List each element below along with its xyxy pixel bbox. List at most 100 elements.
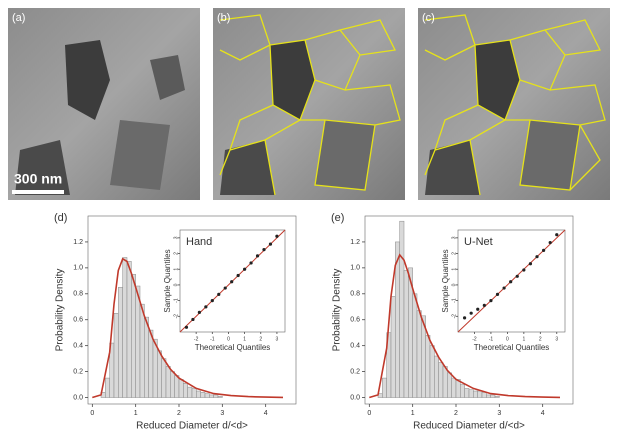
qq-point bbox=[249, 261, 253, 265]
y-tick-label: -1 bbox=[451, 298, 457, 303]
qq-point bbox=[223, 286, 227, 290]
x-tick-label: 1 bbox=[243, 336, 246, 342]
y-tick-label: 1 bbox=[173, 268, 179, 271]
x-tick-label: -1 bbox=[210, 336, 215, 342]
bar bbox=[481, 392, 487, 398]
y-tick-label: 0.6 bbox=[350, 317, 360, 324]
bar bbox=[213, 394, 219, 398]
bar bbox=[403, 270, 409, 398]
x-tick-label: 2 bbox=[177, 410, 181, 417]
bar bbox=[429, 345, 435, 398]
y-tick-label: 0.4 bbox=[350, 342, 360, 349]
bar bbox=[118, 287, 123, 398]
x-tick-label: 0 bbox=[506, 336, 509, 342]
bar bbox=[464, 388, 470, 398]
fit-curve bbox=[92, 257, 284, 399]
y-axis-label: Probability Density bbox=[332, 269, 343, 352]
bar bbox=[178, 379, 184, 398]
inset-x-label: Theoretical Quantiles bbox=[195, 343, 271, 352]
qq-point bbox=[268, 242, 273, 246]
panel-label: (c) bbox=[422, 12, 435, 24]
bar bbox=[144, 316, 149, 398]
qq-point bbox=[555, 233, 559, 237]
panel-label: (e) bbox=[331, 212, 344, 224]
bar bbox=[161, 358, 167, 398]
bar bbox=[390, 296, 396, 398]
bar bbox=[126, 261, 132, 398]
y-tick-label: 0.6 bbox=[73, 317, 83, 324]
qq-point bbox=[535, 255, 539, 259]
qq-point bbox=[509, 280, 513, 284]
plot-frame bbox=[87, 215, 297, 405]
bar bbox=[460, 384, 465, 398]
plot-frame bbox=[364, 215, 574, 405]
x-tick-label: 1 bbox=[134, 410, 138, 417]
y-tick-label: 0.0 bbox=[350, 394, 360, 401]
x-tick-label: -2 bbox=[194, 336, 199, 342]
x-axis-label: Reduced Diameter d/<d> bbox=[413, 421, 525, 432]
y-tick-label: 3 bbox=[173, 236, 179, 239]
bar bbox=[105, 377, 110, 398]
x-tick-label: 3 bbox=[220, 410, 224, 417]
bar bbox=[131, 274, 136, 398]
bar bbox=[217, 395, 223, 398]
y-axis-label: Probability Density bbox=[55, 269, 66, 352]
inset-y-label: Sample Quantiles bbox=[163, 249, 172, 312]
bar bbox=[490, 394, 496, 398]
micrograph-c bbox=[418, 8, 610, 200]
bar bbox=[170, 371, 175, 398]
x-tick-label: 2 bbox=[454, 410, 458, 417]
x-tick-label: 1 bbox=[411, 410, 415, 417]
x-tick-label: 3 bbox=[555, 336, 558, 342]
qq-point bbox=[262, 248, 266, 252]
bar bbox=[148, 329, 154, 398]
x-tick-label: -1 bbox=[489, 336, 494, 342]
y-tick-label: 3 bbox=[451, 236, 457, 239]
qq-point bbox=[528, 262, 533, 266]
bar bbox=[442, 366, 448, 398]
bar bbox=[425, 335, 431, 398]
panel-label: (b) bbox=[217, 12, 230, 24]
bar bbox=[434, 355, 439, 398]
y-tick-label: -2 bbox=[173, 314, 179, 319]
qq-point bbox=[243, 267, 247, 271]
y-tick-label: 2 bbox=[451, 252, 457, 255]
bar bbox=[468, 389, 474, 398]
bar bbox=[174, 375, 180, 398]
qq-point bbox=[515, 274, 519, 278]
qq-point bbox=[255, 254, 260, 258]
x-tick-label: 0 bbox=[227, 336, 230, 342]
bar bbox=[200, 392, 206, 398]
micrograph-b bbox=[213, 8, 405, 200]
bar bbox=[187, 386, 193, 398]
inset-title: U-Net bbox=[464, 236, 493, 248]
qq-point bbox=[542, 248, 546, 252]
y-tick-label: 1 bbox=[451, 268, 457, 271]
bar bbox=[416, 310, 422, 398]
bar bbox=[451, 377, 457, 398]
qq-point bbox=[548, 240, 552, 245]
bar bbox=[494, 395, 500, 398]
qq-point bbox=[236, 273, 240, 278]
y-tick-label: 0 bbox=[173, 283, 179, 286]
x-tick-label: 4 bbox=[541, 410, 545, 417]
qq-point bbox=[522, 268, 526, 272]
qq-point bbox=[502, 286, 506, 290]
qq-point bbox=[217, 292, 221, 296]
x-tick-label: 1 bbox=[522, 336, 525, 342]
y-tick-label: -2 bbox=[451, 314, 457, 319]
bar bbox=[139, 303, 145, 398]
x-tick-label: 0 bbox=[90, 410, 94, 417]
inset-y-label: Sample Quantiles bbox=[441, 249, 450, 312]
y-tick-label: 0.8 bbox=[350, 291, 360, 298]
micrograph-a bbox=[8, 8, 200, 200]
qq-point bbox=[482, 303, 486, 307]
x-tick-label: 3 bbox=[276, 336, 279, 342]
qq-point bbox=[462, 316, 467, 320]
x-tick-label: -2 bbox=[472, 336, 477, 342]
y-tick-label: 1.0 bbox=[350, 265, 360, 272]
bar bbox=[209, 394, 214, 398]
y-tick-label: 0.8 bbox=[73, 291, 83, 298]
y-tick-label: 1.2 bbox=[350, 239, 360, 246]
